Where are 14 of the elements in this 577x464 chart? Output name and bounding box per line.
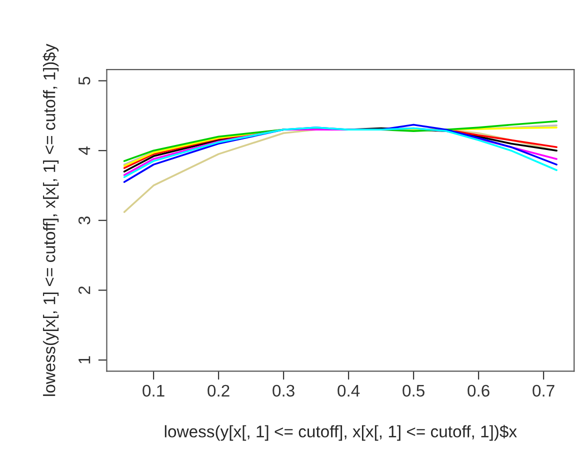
y-tick-label: 2 [78, 286, 90, 294]
y-tick-label: 5 [78, 76, 90, 85]
x-tick-label: 0.3 [272, 384, 294, 397]
x-tick-label: 0.7 [532, 384, 554, 397]
x-axis-title: lowess(y[x[, 1] <= cutoff], x[x[, 1] <= cutoff, 1])$x [164, 424, 517, 441]
x-tick-label: 0.2 [208, 384, 230, 397]
y-axis-title: lowess(y[x[, 1] <= cutoff], x[x[, 1] <= cutoff, 1])$y [42, 44, 59, 396]
x-tick-label: 0.6 [468, 384, 490, 397]
x-tick-label: 0.5 [402, 384, 424, 397]
x-tick-label: 0.4 [338, 384, 360, 397]
y-tick-label: 4 [78, 146, 90, 155]
y-tick-label: 3 [78, 216, 90, 224]
y-tick-label: 1 [78, 356, 90, 364]
x-tick-label: 0.1 [142, 384, 164, 397]
